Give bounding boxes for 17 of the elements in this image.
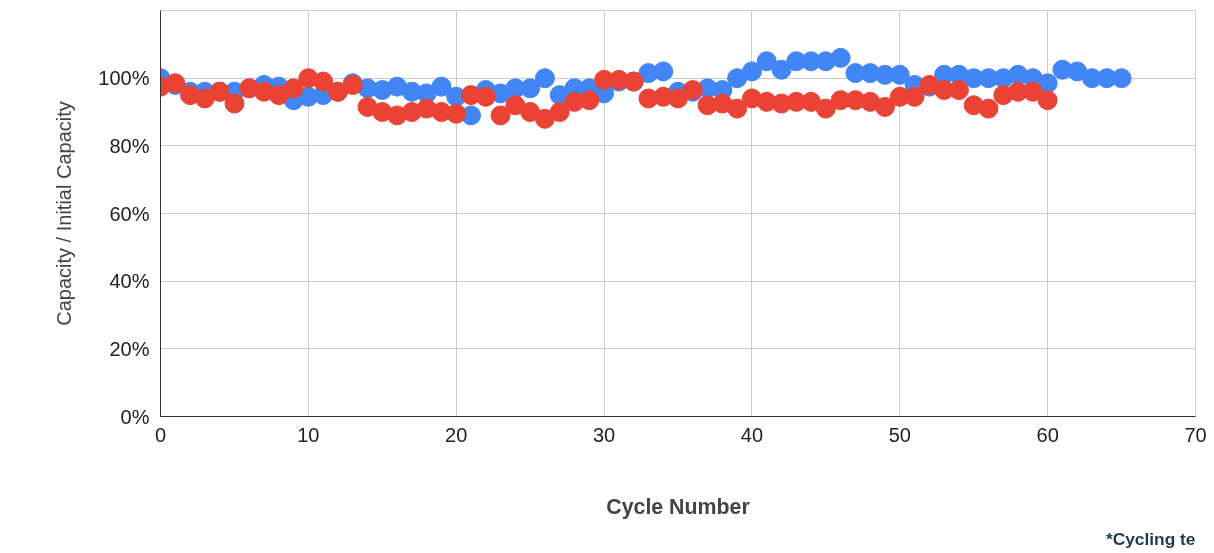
y-tick-label: 0% (120, 405, 150, 428)
text: *Cycling te (1105, 528, 1196, 549)
x-tick-label: 20 (445, 423, 468, 446)
x-tick-label: 50 (888, 423, 911, 446)
x-tick-label: 60 (1036, 423, 1059, 446)
x-tick-label: 10 (297, 423, 320, 446)
x-axis-title: Cycle Number (606, 494, 750, 519)
x-tick-label: 70 (1184, 423, 1207, 446)
y-tick-label: 20% (109, 337, 150, 360)
y-tick-label: 100% (98, 67, 150, 90)
y-axis-title: Capacity / Initial Capacity (53, 101, 76, 326)
y-tick-label: 60% (109, 202, 150, 225)
x-tick-label: 0 (154, 423, 167, 446)
y-tick-label: 80% (109, 134, 150, 157)
x-tick-label: 30 (592, 423, 616, 446)
x-tick-label: 40 (740, 423, 764, 446)
y-tick-label: 40% (109, 270, 150, 293)
